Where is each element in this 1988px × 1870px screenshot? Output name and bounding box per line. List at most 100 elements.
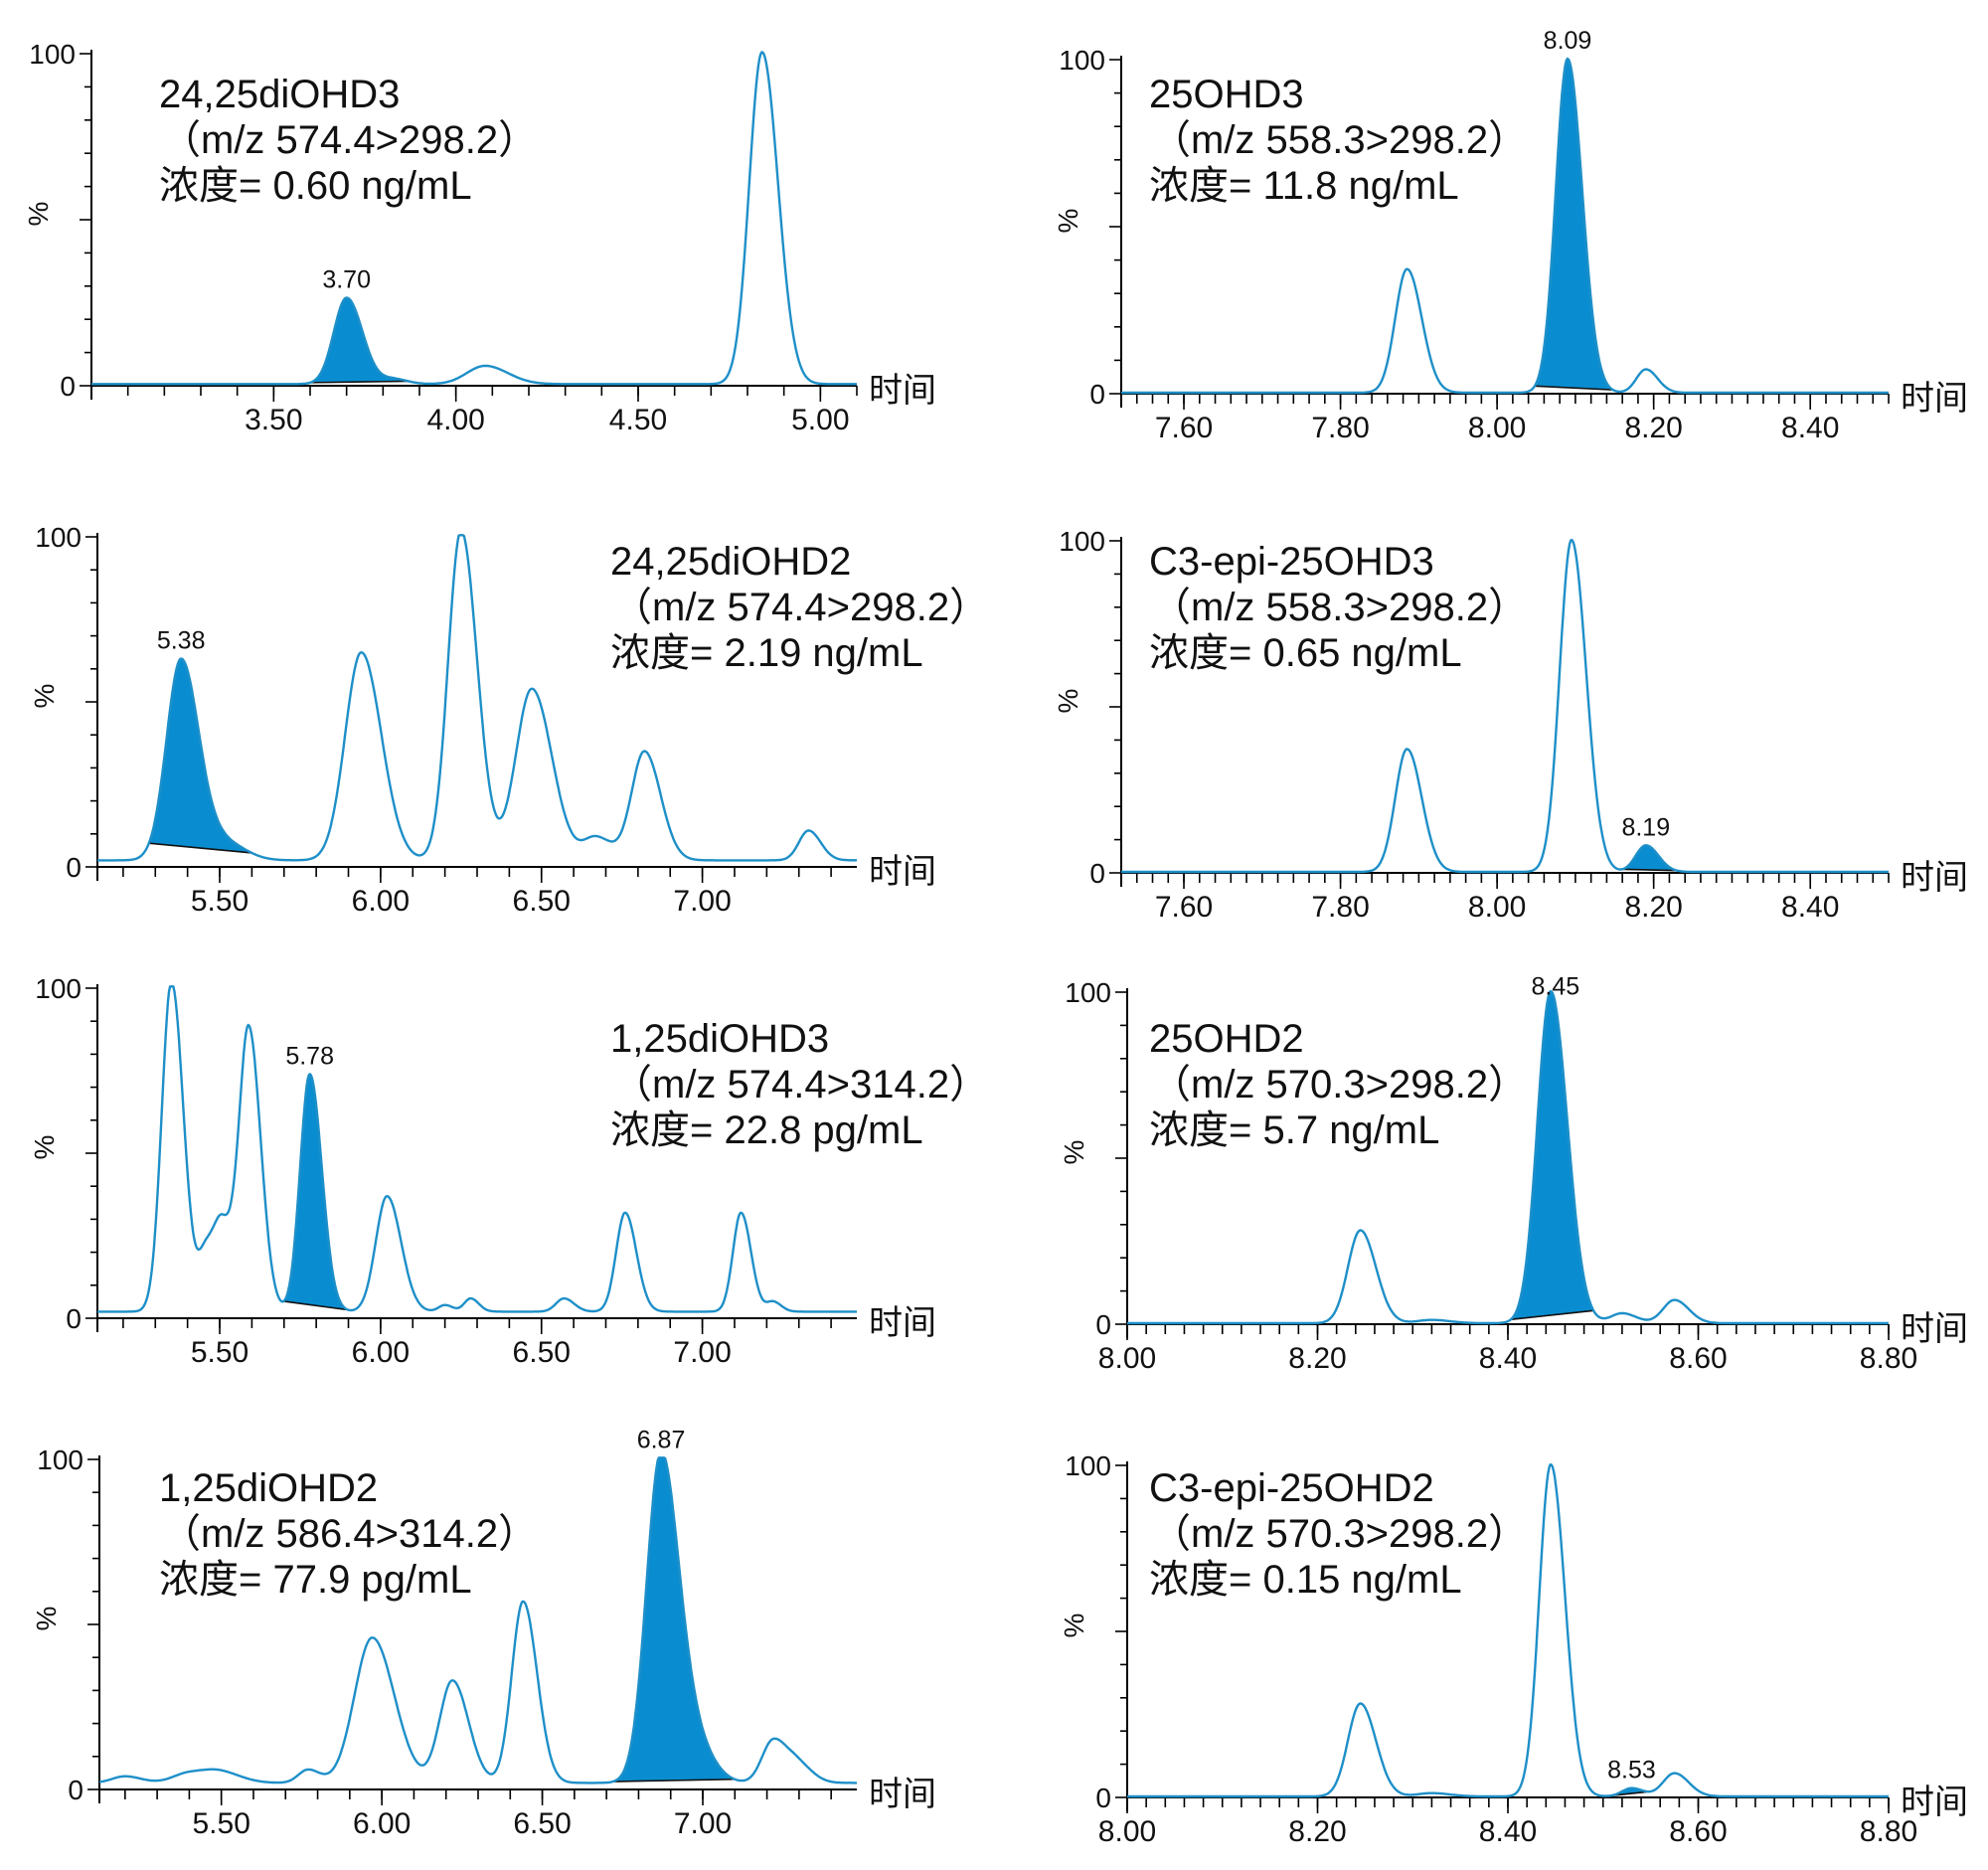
integrated-peak-area <box>309 296 410 384</box>
y-axis-label: % <box>29 1135 60 1160</box>
y-tick-label: 100 <box>1065 977 1111 1008</box>
x-tick-label: 8.60 <box>1669 1815 1727 1848</box>
mz-transition: （m/z 574.4>314.2） <box>612 1063 989 1106</box>
y-axis-label: % <box>1059 1140 1089 1165</box>
mz-transition: （m/z 558.3>298.2） <box>1151 118 1528 162</box>
concentration: 浓度= 5.7 ng/mL <box>1149 1108 1439 1152</box>
y-tick-label: 0 <box>66 852 82 883</box>
integration-baseline <box>612 1778 736 1783</box>
peak-rt-label: 8.19 <box>1621 813 1670 841</box>
concentration: 浓度= 2.19 ng/mL <box>610 631 923 675</box>
x-tick-label: 6.50 <box>513 1336 571 1369</box>
x-axis-label: 时间 <box>1901 380 1968 418</box>
chromatogram-trace <box>1126 990 1890 1325</box>
y-tick-label: 0 <box>66 1303 82 1334</box>
x-tick-label: 8.40 <box>1781 891 1839 924</box>
x-tick-label: 5.00 <box>791 404 849 436</box>
x-tick-label: 8.60 <box>1669 1342 1727 1375</box>
x-axis-label: 时间 <box>1901 1310 1968 1348</box>
compound-name: 24,25diOHD2 <box>610 540 851 584</box>
y-tick-label: 100 <box>1065 1450 1111 1481</box>
x-tick-label: 8.00 <box>1098 1815 1156 1848</box>
y-tick-label: 0 <box>1095 1309 1111 1340</box>
x-tick-label: 6.00 <box>352 1336 410 1369</box>
x-tick-label: 5.50 <box>191 885 248 918</box>
compound-name: 1,25diOHD2 <box>159 1466 378 1510</box>
peak-rt-label: 8.09 <box>1544 27 1592 55</box>
x-tick-label: 4.00 <box>426 404 484 436</box>
y-axis-label: % <box>31 1607 62 1631</box>
mz-transition: （m/z 570.3>298.2） <box>1151 1063 1528 1106</box>
x-tick-label: 6.50 <box>513 885 571 918</box>
integration-baseline <box>1510 1309 1594 1321</box>
x-tick-label: 4.50 <box>609 404 667 436</box>
x-tick-label: 5.50 <box>191 1336 248 1369</box>
x-tick-label: 7.60 <box>1155 891 1213 924</box>
integration-baseline <box>1534 385 1613 391</box>
x-axis-label: 时间 <box>869 372 936 410</box>
chromatogram-panel-2: 0 100% 7.60 7.80 8.00 8.20 8.40 时间 8.09 25OHD3（m/… <box>1053 27 1968 444</box>
chromatogram-panel-7: 0 100% 5.50 6.00 6.50 7.00 时间 6.87 1,25diOHD2（m/… <box>31 1426 936 1840</box>
x-tick-label: 8.80 <box>1860 1342 1917 1375</box>
x-tick-label: 7.00 <box>673 1336 731 1369</box>
integration-baseline <box>309 380 410 384</box>
x-tick-label: 7.00 <box>673 885 731 918</box>
x-tick-label: 8.00 <box>1468 891 1526 924</box>
compound-name: C3-epi-25OHD2 <box>1149 1466 1434 1510</box>
chromatogram-panel-5: 0 100% 5.50 6.00 6.50 7.00 时间 5.78 1,25diOHD3（m/… <box>29 973 989 1369</box>
mz-transition: （m/z 574.4>298.2） <box>612 586 989 629</box>
y-tick-label: 100 <box>35 973 82 1004</box>
peak-rt-label: 3.70 <box>322 265 371 293</box>
chromatogram-trace <box>1120 57 1890 395</box>
concentration: 浓度= 77.9 pg/mL <box>159 1558 472 1602</box>
mz-transition: （m/z 574.4>298.2） <box>161 118 538 162</box>
peak-rt-label: 8.45 <box>1532 972 1580 1000</box>
x-tick-label: 6.00 <box>353 1807 411 1840</box>
y-axis-label: % <box>23 202 54 227</box>
y-axis-label: % <box>1053 689 1083 714</box>
x-tick-label: 8.40 <box>1479 1815 1537 1848</box>
chromatogram-panel-3: 0 100% 5.50 6.00 6.50 7.00 时间 5.38 24,25diOHD2（m… <box>29 522 989 918</box>
x-axis-label: 时间 <box>1901 859 1968 897</box>
chromatogram-trace <box>98 1456 858 1785</box>
chromatogram-panel-4: 0 100% 7.60 7.80 8.00 8.20 8.40 时间 8.19 C3-epi-25… <box>1053 526 1968 924</box>
x-tick-label: 6.50 <box>513 1807 571 1840</box>
compound-name: 1,25diOHD3 <box>610 1017 829 1061</box>
x-tick-label: 7.00 <box>674 1807 732 1840</box>
y-axis-label: % <box>1059 1614 1089 1638</box>
x-tick-label: 8.00 <box>1468 412 1526 444</box>
chromatogram-trace <box>96 534 858 862</box>
x-axis-label: 时间 <box>869 1776 936 1813</box>
mz-transition: （m/z 586.4>314.2） <box>161 1512 538 1556</box>
concentration: 浓度= 22.8 pg/mL <box>610 1108 923 1152</box>
x-tick-label: 8.20 <box>1624 412 1682 444</box>
x-tick-label: 8.40 <box>1781 412 1839 444</box>
x-axis-label: 时间 <box>869 853 936 891</box>
integration-baseline <box>148 842 252 854</box>
concentration: 浓度= 11.8 ng/mL <box>1149 164 1459 208</box>
y-tick-label: 0 <box>1089 858 1105 889</box>
y-tick-label: 100 <box>35 522 82 553</box>
y-tick-label: 100 <box>29 39 76 70</box>
x-tick-label: 6.00 <box>352 885 410 918</box>
x-tick-label: 7.80 <box>1311 891 1369 924</box>
x-tick-label: 8.20 <box>1288 1815 1346 1848</box>
peak-rt-label: 5.38 <box>157 627 206 655</box>
x-axis-label: 时间 <box>1901 1784 1968 1821</box>
chromatogram-trace <box>1120 538 1890 874</box>
compound-name: 24,25diOHD3 <box>159 73 400 116</box>
concentration: 浓度= 0.65 ng/mL <box>1149 631 1462 675</box>
concentration: 浓度= 0.60 ng/mL <box>159 164 472 208</box>
x-tick-label: 8.80 <box>1860 1815 1917 1848</box>
x-tick-label: 8.20 <box>1624 891 1682 924</box>
concentration: 浓度= 0.15 ng/mL <box>1149 1558 1462 1602</box>
y-tick-label: 0 <box>1095 1783 1111 1813</box>
integrated-peak-area <box>1534 58 1613 391</box>
x-tick-label: 7.60 <box>1155 412 1213 444</box>
chromatogram-trace <box>1126 1463 1890 1798</box>
y-tick-label: 100 <box>37 1445 83 1475</box>
x-tick-label: 8.40 <box>1479 1342 1537 1375</box>
